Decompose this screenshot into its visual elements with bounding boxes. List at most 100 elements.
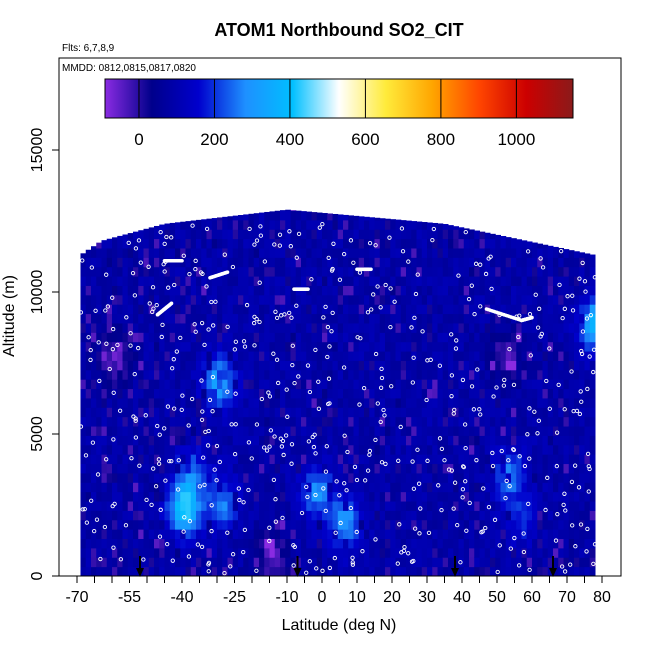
heatmap-cell	[96, 369, 102, 380]
heatmap-cell	[511, 351, 517, 361]
heatmap-cell	[437, 557, 444, 568]
heatmap-cell	[201, 444, 207, 455]
heatmap-cell	[274, 529, 281, 540]
heatmap-cell	[448, 294, 454, 305]
sample-point	[96, 340, 101, 345]
heatmap-cell	[374, 247, 381, 258]
heatmap-cell	[448, 247, 454, 258]
heatmap-cell	[343, 369, 349, 380]
heatmap-cell	[316, 482, 323, 493]
heatmap-cell	[227, 285, 234, 296]
heatmap-cell	[185, 491, 192, 502]
heatmap-cell	[542, 519, 549, 530]
heatmap-cell	[217, 257, 223, 268]
sample-point	[206, 327, 211, 332]
heatmap-cell	[379, 435, 386, 446]
heatmap-cell	[579, 379, 585, 390]
heatmap-cell	[521, 322, 528, 333]
sample-point	[578, 389, 583, 394]
heatmap-cell	[521, 247, 528, 258]
heatmap-cell	[353, 472, 360, 483]
heatmap-cell	[91, 482, 97, 493]
heatmap-cell	[416, 463, 423, 474]
heatmap-cell	[190, 435, 197, 446]
sample-point	[277, 243, 282, 248]
heatmap-cell	[280, 332, 286, 343]
x-tick-label: 30	[418, 589, 436, 606]
heatmap-cell	[290, 238, 297, 249]
heatmap-cell	[269, 407, 276, 418]
heatmap-cell	[222, 529, 228, 540]
heatmap-cell	[164, 223, 171, 230]
heatmap-cell	[427, 444, 433, 455]
sample-point	[375, 284, 380, 289]
sample-point	[236, 486, 241, 491]
heatmap-cell	[474, 304, 480, 315]
heatmap-cell	[201, 472, 207, 483]
heatmap-cell	[537, 247, 543, 258]
sample-point	[490, 463, 496, 469]
heatmap-cell	[500, 491, 507, 502]
heatmap-cell	[106, 482, 113, 493]
heatmap-cell	[490, 519, 496, 530]
heatmap-cell	[448, 519, 454, 530]
heatmap-cell	[532, 529, 538, 540]
heatmap-cell	[579, 566, 585, 576]
heatmap-cell	[327, 341, 333, 352]
heatmap-cell	[196, 360, 202, 371]
heatmap-cell	[159, 538, 165, 549]
heatmap-cell	[500, 313, 507, 324]
heatmap-cell	[579, 463, 585, 474]
heatmap-cell	[400, 351, 407, 361]
heatmap-cell	[316, 435, 323, 446]
heatmap-cell	[521, 472, 528, 483]
heatmap-cell	[568, 435, 575, 446]
heatmap-cell	[458, 322, 465, 333]
heatmap-cell	[148, 257, 155, 268]
heatmap-cell	[101, 379, 108, 390]
heatmap-cell	[400, 510, 407, 521]
heatmap-cell	[474, 360, 480, 371]
heatmap-cell	[264, 341, 270, 352]
heatmap-cell	[521, 379, 528, 390]
heatmap-cell	[537, 529, 543, 540]
heatmap-cell	[264, 332, 270, 343]
heatmap-cell	[427, 285, 433, 296]
heatmap-cell	[343, 547, 349, 558]
heatmap-cell	[532, 294, 538, 305]
heatmap-cell	[117, 510, 123, 521]
heatmap-cell	[311, 388, 318, 399]
heatmap-cell	[463, 247, 470, 258]
heatmap-cell	[400, 276, 407, 286]
heatmap-cell	[316, 426, 323, 436]
heatmap-cell	[206, 294, 213, 305]
heatmap-cell	[490, 233, 496, 240]
sample-point	[460, 487, 466, 492]
heatmap-cell	[511, 454, 517, 465]
heatmap-cell	[264, 519, 270, 530]
heatmap-cell	[301, 369, 307, 380]
heatmap-cell	[364, 247, 370, 258]
sample-point	[517, 563, 522, 568]
heatmap-cell	[259, 538, 265, 549]
heatmap-cell	[117, 247, 123, 258]
heatmap-cell	[532, 566, 538, 576]
heatmap-cell	[196, 426, 202, 436]
heatmap-cell	[280, 229, 286, 240]
heatmap-cell	[243, 472, 249, 483]
heatmap-cell	[558, 341, 564, 352]
heatmap-cell	[421, 360, 428, 371]
heatmap-cell	[437, 379, 444, 390]
heatmap-cell	[180, 444, 186, 455]
heatmap-cell	[579, 294, 585, 305]
heatmap-cell	[353, 407, 360, 418]
heatmap-cell	[479, 501, 486, 511]
sample-point	[586, 489, 591, 494]
heatmap-cell	[311, 332, 318, 343]
heatmap-cell	[206, 416, 213, 427]
heatmap-cell	[532, 257, 538, 268]
heatmap-cell	[232, 510, 239, 521]
sample-point	[446, 467, 452, 472]
heatmap-cell	[490, 416, 496, 427]
heatmap-cell	[469, 322, 475, 333]
